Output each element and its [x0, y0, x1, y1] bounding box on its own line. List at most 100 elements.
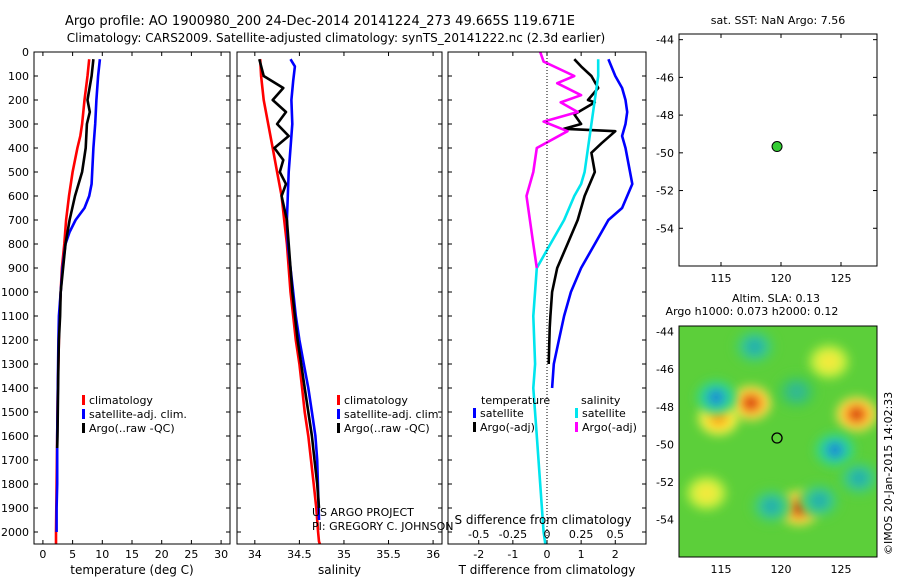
depth-tick-label: 1100	[1, 310, 29, 323]
temperature-profile-panel: 0 5 10 15 20 25 300100200300400500600700800900…	[1, 46, 231, 577]
map-y-tick-label: -52	[656, 476, 674, 489]
legend-header-salinity: salinity	[581, 394, 621, 407]
x-tick-label: 34	[248, 548, 262, 561]
depth-tick-label: 1300	[1, 358, 29, 371]
map-y-tick-label: -44	[656, 326, 674, 339]
figure-title-line2: Climatology: CARS2009. Satellite-adjuste…	[67, 31, 605, 45]
sla-high-anomaly	[836, 397, 877, 432]
sla-anomaly-core	[853, 471, 865, 486]
depth-tick-label: 600	[8, 190, 29, 203]
panel-frame	[33, 51, 231, 545]
legend-swatch	[575, 408, 578, 418]
map-y-tick-label: -52	[656, 185, 674, 198]
legend-swatch	[337, 423, 340, 433]
sla-anomaly-core	[712, 411, 725, 426]
x-tick-label: 20	[155, 548, 169, 561]
sla-low-anomaly	[776, 374, 817, 409]
depth-tick-label: 0	[22, 46, 29, 59]
depth-tick-label: 500	[8, 166, 29, 179]
legend-swatch	[82, 409, 85, 419]
pi-credit: PI: GREGORY C. JOHNSON	[312, 520, 453, 533]
depth-tick-label: 1700	[1, 454, 29, 467]
depth-tick-label: 1600	[1, 430, 29, 443]
series-line-argo-raw-qc-	[258, 58, 321, 509]
sla-anomaly-core	[748, 339, 761, 354]
imos-stamp: ©IMOS 20-Jan-2015 14:02:33	[882, 392, 895, 555]
panel-frame	[236, 51, 443, 545]
map-x-tick-label: 120	[771, 272, 792, 285]
sla-title-line2: Argo h1000: 0.073 h2000: 0.12	[666, 305, 839, 318]
sla-anomaly-core	[829, 442, 841, 457]
series-group	[258, 58, 322, 544]
depth-tick-label: 300	[8, 118, 29, 131]
x-axis-label: salinity	[318, 563, 361, 577]
legend-swatch	[473, 422, 476, 432]
sla-high-anomaly	[686, 476, 727, 511]
x-tick-label: 5	[69, 548, 76, 561]
legend-entry: Argo(-adj)	[480, 421, 535, 434]
series-line-climatology	[258, 59, 322, 544]
series-line-argo-raw-qc-	[55, 59, 95, 449]
project-credit: US ARGO PROJECT	[312, 506, 414, 519]
x-tick-label: 34.5	[287, 548, 312, 561]
depth-tick-label: 200	[8, 94, 29, 107]
x2-tick-label: 0.5	[607, 528, 625, 541]
x-tick-label: 10	[95, 548, 109, 561]
x2-tick-label: 0.25	[569, 528, 594, 541]
map-y-tick-label: -48	[656, 401, 674, 414]
legend-swatch	[82, 423, 85, 433]
depth-tick-label: 700	[8, 214, 29, 227]
x-tick-label: 0	[544, 548, 551, 561]
x-tick-label: -2	[473, 548, 484, 561]
depth-tick-label: 1400	[1, 382, 29, 395]
series-line-satellite-adj-clim-	[55, 59, 102, 532]
sst-map-frame	[678, 33, 878, 267]
x-tick-label: -1	[507, 548, 518, 561]
sla-anomaly-core	[710, 390, 723, 405]
depth-tick-label: 900	[8, 262, 29, 275]
series-line-salinity-satellite	[531, 59, 600, 544]
sla-anomaly-core	[790, 384, 803, 399]
sla-anomaly-core	[823, 354, 835, 369]
sla-title-line1: Altim. SLA: 0.13	[732, 292, 820, 305]
map-y-tick-label: -50	[656, 438, 674, 451]
depth-tick-label: 1800	[1, 478, 29, 491]
sla-anomaly-core	[765, 499, 778, 514]
depth-tick-label: 400	[8, 142, 29, 155]
series-group	[54, 59, 102, 544]
x2-tick-label: -0.5	[468, 528, 489, 541]
x-tick-label: 36	[426, 548, 440, 561]
depth-tick-label: 1200	[1, 334, 29, 347]
x2-tick-label: 0	[544, 528, 551, 541]
sst-map-title: sat. SST: NaN Argo: 7.56	[711, 14, 845, 27]
map-x-tick-label: 120	[771, 563, 792, 576]
x-tick-label: 0	[39, 548, 46, 561]
sla-low-anomaly	[799, 483, 840, 518]
map-x-tick-label: 115	[711, 272, 732, 285]
x-axis-label: T difference from climatology	[458, 563, 636, 577]
sla-low-anomaly	[815, 432, 855, 467]
legend-entry: Argo(-adj)	[582, 421, 637, 434]
series-line-temperature-satellite	[550, 58, 634, 389]
map-x-tick-label: 125	[831, 563, 852, 576]
sla-anomaly-core	[850, 407, 863, 422]
x-axis-label: temperature (deg C)	[70, 563, 193, 577]
x-tick-label: 1	[578, 548, 585, 561]
x-tick-label: 25	[184, 548, 198, 561]
x-tick-label: 30	[214, 548, 228, 561]
map-y-tick-label: -46	[656, 363, 674, 376]
sla-low-anomaly	[751, 489, 792, 524]
legend-entry: satellite-adj. clim.	[344, 408, 442, 421]
legend-swatch	[337, 395, 340, 405]
map-x-tick-label: 115	[711, 563, 732, 576]
legend-entry: climatology	[89, 394, 153, 407]
x2-tick-label: -0.25	[499, 528, 527, 541]
sla-low-anomaly	[696, 380, 737, 415]
x-tick-label: 2	[612, 548, 619, 561]
x-tick-label: 35.5	[376, 548, 401, 561]
map-y-tick-label: -54	[656, 222, 674, 235]
series-line-temperature-argo-adj-	[547, 58, 617, 365]
map-y-tick-label: -46	[656, 71, 674, 84]
x-tick-label: 15	[125, 548, 139, 561]
